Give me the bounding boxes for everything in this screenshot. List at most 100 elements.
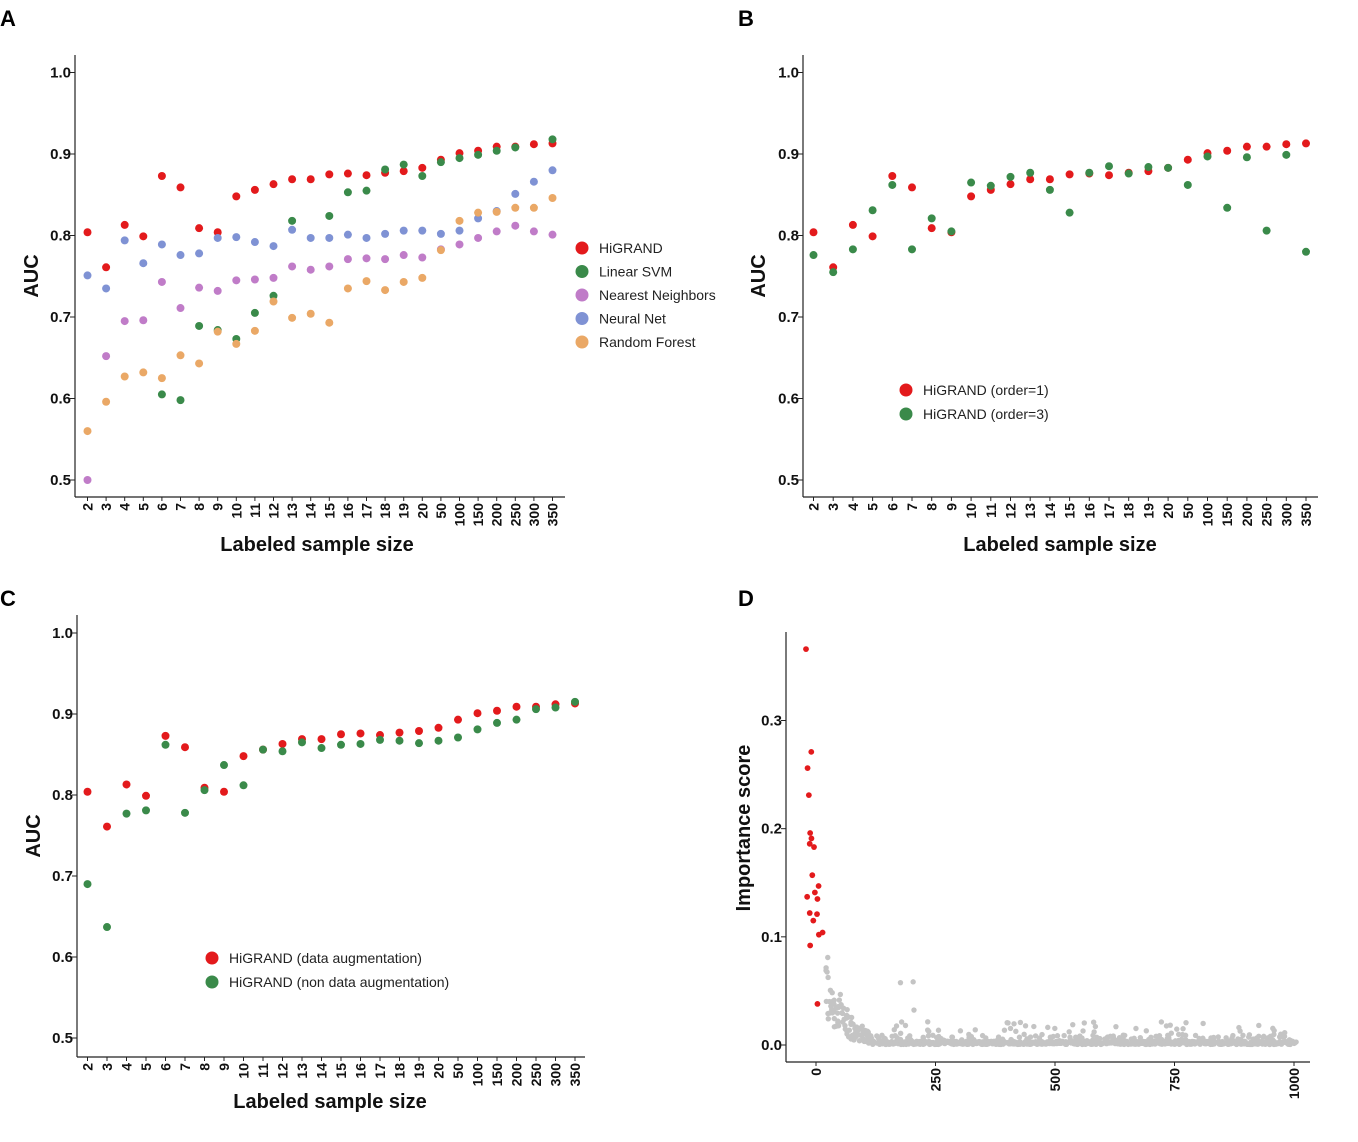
- y-tick-label: 0.9: [778, 146, 799, 163]
- data-point: [1247, 1041, 1254, 1048]
- data-point: [142, 806, 150, 815]
- data-point: [418, 172, 427, 181]
- data-point: [269, 291, 278, 300]
- y-tick-label: 1.0: [52, 625, 73, 642]
- data-point: [986, 181, 995, 190]
- data-point: [529, 227, 538, 236]
- data-point: [511, 143, 520, 152]
- data-point: [811, 844, 817, 850]
- data-point: [195, 321, 204, 330]
- data-point: [269, 180, 278, 189]
- x-tick-label: 8: [924, 503, 940, 511]
- data-point: [454, 733, 462, 742]
- data-point: [288, 225, 297, 234]
- x-tick-label: 19: [396, 503, 412, 519]
- data-point: [120, 317, 129, 326]
- series-top-scores: [803, 646, 826, 1007]
- data-point: [995, 1034, 1002, 1040]
- data-point: [1107, 1039, 1114, 1045]
- data-point: [1006, 172, 1015, 181]
- data-point: [1242, 153, 1251, 162]
- data-point: [161, 731, 170, 740]
- panel-label: A: [0, 6, 16, 31]
- data-point: [1183, 155, 1192, 164]
- data-point: [868, 206, 877, 215]
- x-tick-label: 10: [963, 503, 979, 519]
- data-point: [1123, 1038, 1130, 1045]
- data-point: [415, 727, 423, 736]
- x-tick-label: 19: [1140, 503, 1156, 519]
- x-tick-label: 13: [1022, 503, 1038, 519]
- data-point: [809, 872, 816, 879]
- data-point: [250, 185, 259, 194]
- y-tick-label: 0.8: [52, 787, 73, 804]
- data-point: [947, 227, 956, 236]
- x-tick-label: 4: [845, 503, 861, 511]
- x-tick-label: 350: [567, 1063, 583, 1087]
- y-tick-label: 0.5: [50, 472, 71, 489]
- data-point: [910, 979, 916, 985]
- x-tick-label: 50: [433, 503, 449, 519]
- data-point: [1167, 1022, 1173, 1028]
- x-tick-label: 300: [1278, 503, 1294, 527]
- data-point: [232, 276, 241, 285]
- data-point: [259, 745, 267, 754]
- data-point: [1113, 1023, 1119, 1030]
- data-point: [298, 738, 306, 747]
- legend-label: HiGRAND: [599, 240, 663, 256]
- data-point: [1192, 1032, 1199, 1039]
- x-tick-label: 300: [548, 1063, 564, 1087]
- x-tick-label: 8: [197, 1063, 213, 1071]
- panel-label: D: [738, 586, 754, 611]
- data-point: [1293, 1039, 1299, 1045]
- x-tick-label: 150: [489, 1063, 505, 1087]
- data-point: [1070, 1021, 1076, 1028]
- x-tick-label: 150: [470, 503, 486, 527]
- x-tick-label: 1000: [1286, 1068, 1302, 1099]
- data-point: [1236, 1024, 1242, 1031]
- x-tick-label: 2: [806, 503, 822, 511]
- y-tick-label: 0.2: [761, 821, 782, 838]
- y-tick-label: 0.0: [761, 1037, 782, 1054]
- data-point: [200, 786, 209, 795]
- data-point: [139, 232, 148, 241]
- data-point: [898, 1019, 905, 1025]
- x-tick-label: 9: [943, 503, 959, 511]
- data-point: [493, 706, 501, 715]
- data-point: [418, 226, 427, 235]
- data-point: [1011, 1021, 1017, 1027]
- data-point: [381, 255, 390, 264]
- data-point: [924, 1027, 931, 1033]
- data-point: [1230, 1032, 1236, 1039]
- x-tick-label: 100: [452, 503, 468, 527]
- data-point: [1262, 142, 1271, 151]
- data-point: [325, 318, 334, 327]
- data-point: [1271, 1027, 1277, 1034]
- data-point: [908, 183, 916, 192]
- data-point: [1133, 1025, 1139, 1032]
- data-point: [343, 255, 352, 264]
- series-higrand-non-data-augmentation-: [83, 697, 579, 932]
- data-point: [474, 233, 483, 242]
- y-tick-label: 0.8: [778, 228, 799, 245]
- data-point: [1240, 1032, 1246, 1039]
- x-tick-label: 750: [1167, 1068, 1183, 1092]
- y-tick-label: 0.6: [50, 391, 71, 408]
- x-tick-label: 300: [526, 503, 542, 527]
- data-point: [814, 911, 820, 918]
- data-point: [1045, 185, 1054, 194]
- series-higrand-order-3-: [809, 150, 1310, 277]
- data-point: [83, 880, 92, 889]
- data-point: [967, 192, 976, 201]
- data-point: [1039, 1031, 1045, 1038]
- y-tick-label: 0.7: [778, 309, 799, 326]
- data-point: [139, 368, 148, 377]
- series-random-forest: [83, 194, 557, 436]
- data-point: [250, 326, 259, 335]
- data-point: [834, 1010, 841, 1016]
- data-point: [843, 1015, 850, 1021]
- data-point: [343, 284, 352, 293]
- data-point: [176, 396, 185, 405]
- x-tick-label: 7: [173, 503, 189, 511]
